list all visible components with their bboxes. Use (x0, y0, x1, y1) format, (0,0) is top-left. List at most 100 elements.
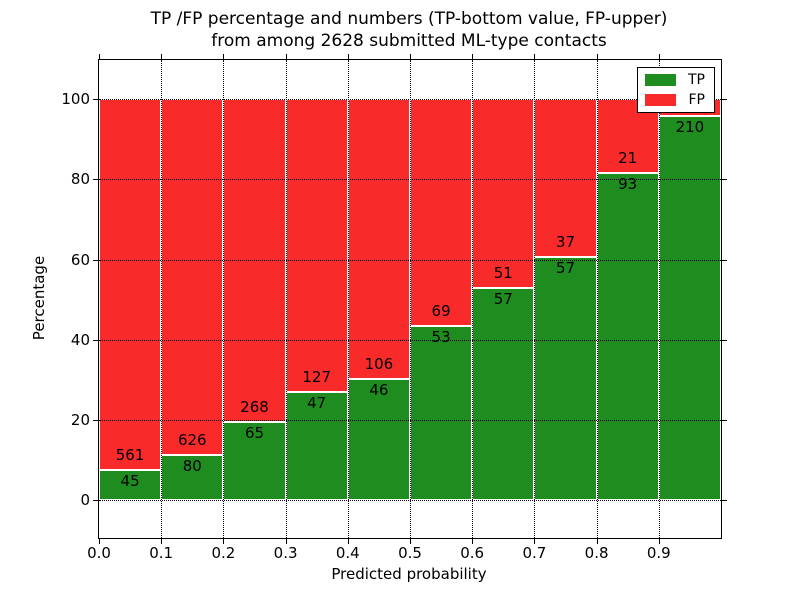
bar-segment-tp (658, 115, 721, 500)
bar-label-fp: 561 (115, 446, 145, 465)
x-tick-mark (99, 539, 100, 544)
x-gridline (534, 60, 536, 538)
bar-label-fp: 127 (302, 367, 331, 386)
y-tick-mark (722, 419, 727, 421)
bar-segment-fp (161, 99, 224, 455)
x-gridline (285, 60, 287, 538)
y-tick-mark (722, 179, 727, 181)
x-tick-mark (347, 539, 349, 544)
bar-label-tp: 65 (244, 423, 265, 442)
chart-title-line1: TP /FP percentage and numbers (TP-bottom… (150, 9, 668, 29)
bar-label-tp: 46 (369, 380, 389, 399)
chart-title-line2: from among 2628 submitted ML-type contac… (211, 31, 607, 51)
legend-label-fp: FP (688, 92, 706, 108)
bar-label-tp: 210 (675, 117, 705, 136)
plot-area: TP FP 561 45 626 80 268 65 127 47 106 46 69 53 51 57 3… (61, 54, 727, 561)
bar-label-tp: 57 (493, 290, 513, 309)
x-tick-label: 0.1 (149, 544, 174, 562)
x-tick-mark (285, 54, 287, 59)
y-tick-mark (93, 499, 98, 501)
x-tick-mark (472, 539, 474, 544)
y-tick-mark (93, 419, 98, 421)
x-tick-mark (410, 54, 411, 59)
bar-label-tp: 45 (120, 472, 140, 491)
bar-segment-fp (472, 99, 535, 289)
bar-segment-tp (410, 326, 473, 500)
bar-label-fp: 106 (364, 354, 394, 373)
x-tick-mark (223, 54, 225, 59)
legend-item-tp: TP (645, 73, 705, 87)
x-tick-mark (658, 54, 660, 59)
x-tick-mark (99, 54, 100, 59)
fp-color-swatch (645, 94, 676, 106)
bar-segment-fp (410, 99, 473, 327)
x-tick-mark (161, 539, 163, 544)
x-tick-mark (410, 539, 411, 544)
x-gridline (347, 60, 349, 538)
x-tick-label: 0.4 (335, 544, 360, 562)
x-tick-mark (596, 539, 598, 544)
bar-segment-fp (99, 99, 162, 471)
bar-label-fp: 268 (240, 397, 269, 416)
bar-label-fp: 51 (493, 264, 513, 283)
bar-label-tp: 80 (182, 456, 202, 475)
x-tick-label: 0.8 (584, 544, 609, 562)
x-tick-mark (596, 54, 598, 59)
bar-segment-fp (285, 99, 348, 392)
bar-label-fp: 69 (431, 302, 451, 321)
x-tick-mark (285, 539, 287, 544)
y-tick-mark (722, 259, 727, 261)
x-tick-label: 0.7 (522, 544, 547, 562)
x-tick-mark (161, 54, 163, 59)
bar-segment-tp (161, 454, 224, 500)
legend-label-tp: TP (688, 72, 705, 88)
bar-segment-fp (223, 99, 286, 422)
bar-segment-tp (534, 257, 597, 500)
x-gridline (658, 60, 660, 538)
x-tick-mark (534, 54, 536, 59)
x-gridline (596, 60, 598, 538)
bar-segment-fp (347, 99, 410, 379)
legend: TP FP (637, 67, 715, 113)
y-tick-label: 100 (61, 90, 90, 109)
x-gridline (410, 60, 411, 538)
y-tick-label: 20 (70, 410, 90, 429)
bar-segment-tp (472, 288, 535, 500)
x-tick-label: 0.0 (87, 544, 111, 562)
bar-segment-tp (99, 470, 162, 500)
x-gridline (223, 60, 225, 538)
y-tick-mark (722, 339, 727, 341)
y-tick-label: 60 (70, 250, 90, 269)
x-tick-label: 0.9 (646, 544, 671, 562)
y-tick-mark (93, 339, 98, 341)
x-tick-mark (658, 539, 660, 544)
bar-label-fp: 21 (618, 148, 638, 167)
x-tick-label: 0.5 (398, 544, 422, 562)
bar-label-tp: 47 (307, 393, 327, 412)
x-gridline (161, 60, 163, 538)
y-tick-mark (722, 99, 727, 101)
x-tick-mark (347, 54, 349, 59)
bar-segment-tp (285, 391, 348, 500)
x-tick-label: 0.2 (211, 544, 236, 562)
bar-label-fp: 626 (177, 430, 207, 449)
y-tick-mark (93, 179, 98, 181)
x-tick-mark (223, 539, 225, 544)
x-tick-mark (534, 539, 536, 544)
x-tick-mark (472, 54, 474, 59)
bar-segment-tp (596, 172, 659, 500)
tp-color-swatch (645, 74, 676, 86)
y-tick-label: 40 (70, 330, 90, 349)
x-gridline (472, 60, 474, 538)
bar-label-tp: 53 (431, 328, 451, 347)
x-axis-label: Predicted probability (331, 565, 487, 583)
bar-label-tp: 93 (618, 174, 638, 193)
chart-title: TP /FP percentage and numbers (TP-bottom… (98, 8, 720, 52)
bar-label-fp: 37 (555, 233, 576, 252)
x-tick-label: 0.6 (460, 544, 485, 562)
bar-label-tp: 57 (555, 259, 576, 278)
y-tick-mark (93, 99, 98, 101)
y-tick-mark (722, 499, 727, 501)
x-tick-label: 0.3 (273, 544, 298, 562)
